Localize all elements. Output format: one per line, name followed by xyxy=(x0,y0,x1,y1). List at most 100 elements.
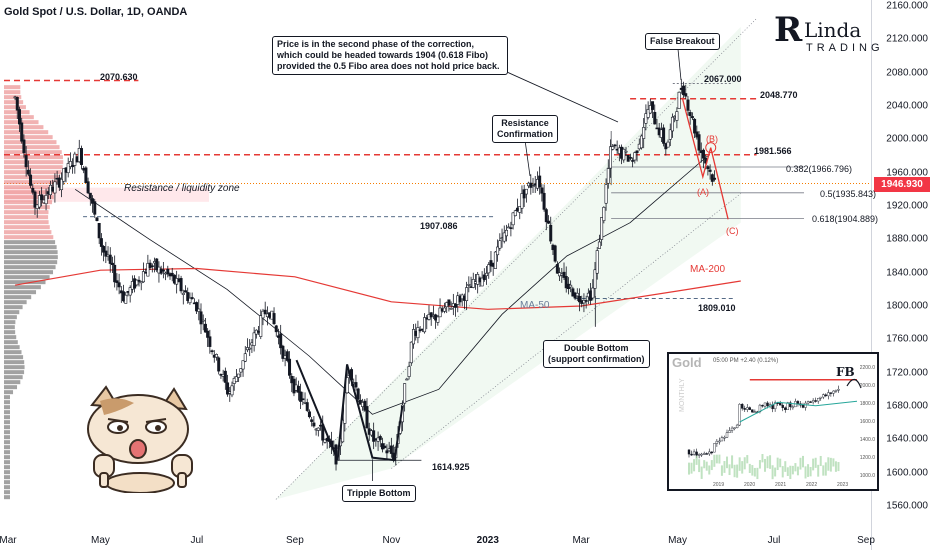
candle-body xyxy=(666,141,670,148)
wave-b-marker xyxy=(705,142,717,154)
inset-volume-bar xyxy=(720,465,723,476)
price-tick-label: 1640.000 xyxy=(886,433,928,445)
inset-candle-body xyxy=(718,440,721,443)
fib-5-label: 0.5(1935.843) xyxy=(820,189,877,199)
logo-line-2: TRADING xyxy=(806,42,884,54)
inset-price-label: 1800.0 xyxy=(859,401,875,407)
volume-profile-bar xyxy=(4,335,17,340)
tripple-bottom-callout: Tripple Bottom xyxy=(342,485,416,502)
candle-body xyxy=(595,250,599,274)
candle-body xyxy=(518,206,522,213)
volume-profile-bar xyxy=(4,470,10,475)
price-tick-label: 1760.000 xyxy=(886,333,928,345)
inset-volume-bar xyxy=(741,461,744,474)
inset-volume-bar xyxy=(834,461,837,472)
candle-body xyxy=(312,422,316,427)
candle-body xyxy=(181,292,185,295)
inset-candle-body xyxy=(773,402,777,410)
abc-projection xyxy=(681,97,729,220)
inset-volume-bar xyxy=(688,462,690,475)
inset-subtitle: 05:00 PM +2.40 (0.12%) xyxy=(713,358,779,364)
fib-618-label: 0.618(1904.889) xyxy=(812,214,879,224)
inset-title: Gold xyxy=(672,355,702,370)
inset-volume-bar xyxy=(824,462,827,476)
inset-volume-bar xyxy=(748,463,751,473)
candle-body xyxy=(141,271,145,283)
candle-body xyxy=(409,341,413,364)
candle-body xyxy=(688,112,692,117)
candle-body xyxy=(237,373,241,378)
candle-body xyxy=(613,144,617,147)
candle-body xyxy=(190,297,194,300)
resistance-conf-pointer xyxy=(524,139,531,177)
resistance-confirmation-callout: Resistance Confirmation xyxy=(492,115,558,143)
inset-candle-body xyxy=(786,402,790,410)
volume-profile-bar xyxy=(4,355,24,360)
price-tick-label: 1680.000 xyxy=(886,400,928,412)
inset-volume-bar xyxy=(819,455,822,467)
inset-volume-bar xyxy=(698,459,701,473)
inset-volume-bar xyxy=(817,464,820,477)
candle-body xyxy=(416,327,420,339)
inset-candle-body xyxy=(687,449,691,455)
volume-profile-bar xyxy=(4,255,58,260)
callout-line-3: provided the 0.5 Fibo area does not hold… xyxy=(277,61,500,71)
candle-body xyxy=(403,383,407,404)
candle-body xyxy=(690,116,694,119)
inset-volume-bar xyxy=(779,458,782,468)
price-axis[interactable]: 2160.000 2120.000 2080.000 2040.000 2000.000… xyxy=(871,0,932,550)
volume-profile-bar xyxy=(4,305,23,310)
volume-profile-bar xyxy=(4,370,25,375)
candle-body xyxy=(108,254,112,264)
candle-body xyxy=(575,292,579,297)
inset-candle-body xyxy=(837,388,840,391)
candle-body xyxy=(285,351,289,361)
inset-volume-bar xyxy=(756,467,759,480)
inset-volume-bar xyxy=(822,465,825,476)
candle-body xyxy=(498,240,502,249)
inset-volume-bar xyxy=(758,460,761,469)
candle-body xyxy=(95,217,99,221)
inset-plot xyxy=(687,378,862,480)
level-2070-label: 2070.630 xyxy=(100,72,138,82)
callout-pointer xyxy=(497,67,619,123)
inset-candle-body xyxy=(801,404,805,408)
time-tick-label: Nov xyxy=(382,535,401,546)
current-price-tag: 1946.930 xyxy=(874,177,930,192)
inset-volume-bar xyxy=(736,464,739,478)
volume-profile-bar xyxy=(4,260,58,265)
inset-volume-bar xyxy=(814,457,817,468)
candle-body xyxy=(148,262,152,268)
inset-year-label: 2020 xyxy=(744,482,756,488)
inset-volume-bar xyxy=(731,455,734,469)
candle-body xyxy=(553,245,557,262)
volume-profile-bar xyxy=(4,400,10,405)
candle-body xyxy=(150,265,154,268)
candle-body xyxy=(288,358,292,376)
inset-volume-bar xyxy=(753,467,756,477)
channel-upper-line xyxy=(275,18,757,500)
volume-profile-bar xyxy=(4,230,52,235)
candle-body xyxy=(493,251,497,269)
candle-body xyxy=(44,194,48,205)
volume-profile-bar xyxy=(4,150,62,155)
candle-body xyxy=(296,385,300,393)
candle-body xyxy=(571,288,575,297)
candle-body xyxy=(301,398,305,401)
candle-body xyxy=(597,241,601,249)
inset-fb-label: FB xyxy=(836,365,855,379)
inset-volume-bar xyxy=(812,458,815,471)
wave-a-label: (A) xyxy=(697,187,709,197)
time-tick-label: Sep xyxy=(286,535,304,546)
inset-candle-body xyxy=(778,402,782,406)
inset-volume-bar xyxy=(766,456,769,469)
inset-candle-body xyxy=(806,401,810,404)
volume-profile-bar xyxy=(4,120,39,125)
candle-body xyxy=(363,400,367,411)
price-chart[interactable] xyxy=(0,0,872,550)
candle-body xyxy=(248,347,252,350)
inset-candle-body xyxy=(809,401,812,403)
price-tick-label: 1800.000 xyxy=(886,300,928,312)
inset-year-label: 2019 xyxy=(713,482,725,488)
inset-fb-arrow xyxy=(846,378,862,389)
